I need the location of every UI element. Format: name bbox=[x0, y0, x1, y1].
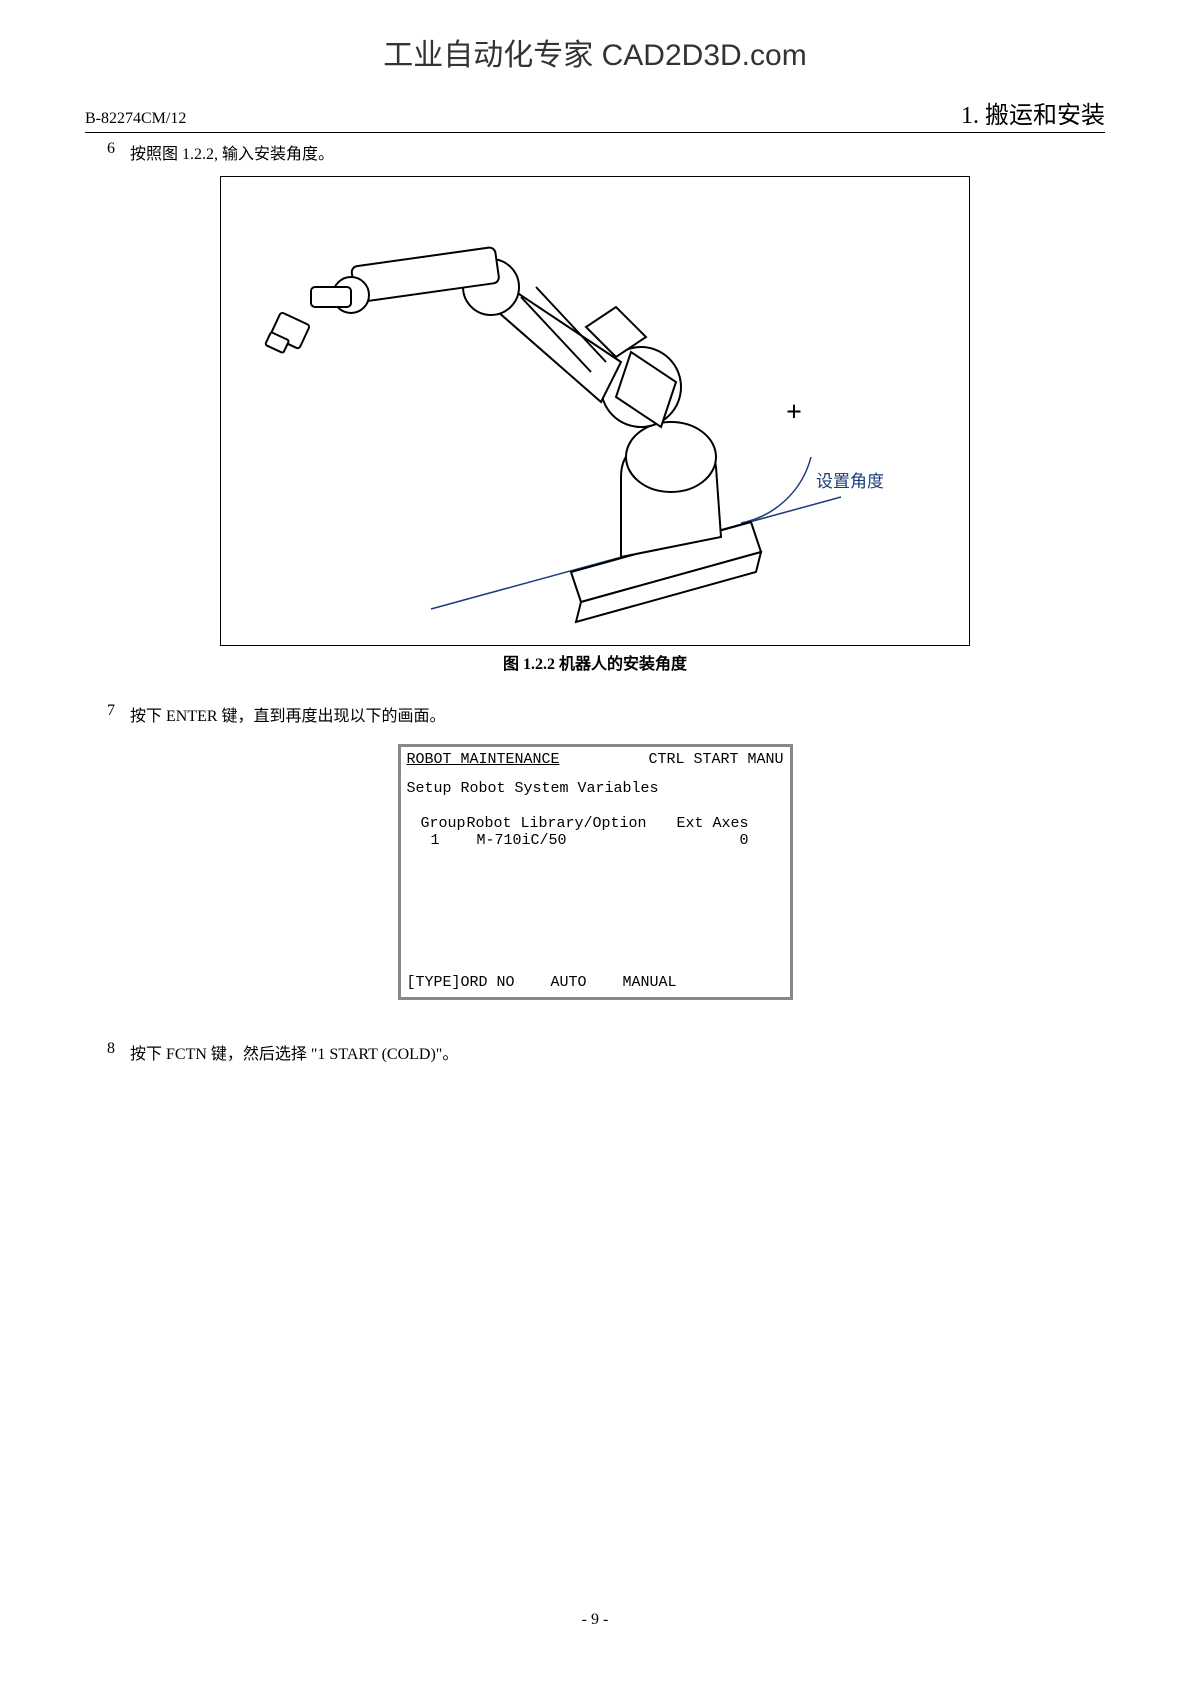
step-text: 按照图 1.2.2, 输入安装角度。 bbox=[130, 140, 1105, 164]
page-content: 6 按照图 1.2.2, 输入安装角度。 bbox=[85, 140, 1105, 1076]
step-8: 8 按下 FCTN 键，然后选择 "1 START (COLD)"。 bbox=[85, 1040, 1105, 1064]
terminal-body: Setup Robot System Variables Group Robot… bbox=[401, 770, 790, 970]
step-text: 按下 FCTN 键，然后选择 "1 START (COLD)"。 bbox=[130, 1040, 1105, 1064]
step-6: 6 按照图 1.2.2, 输入安装角度。 bbox=[85, 140, 1105, 164]
terminal-title-right: CTRL START MANU bbox=[648, 751, 783, 768]
terminal-screen: ROBOT MAINTENANCE CTRL START MANU Setup … bbox=[398, 744, 793, 1000]
step-text: 按下 ENTER 键，直到再度出现以下的画面。 bbox=[130, 702, 1105, 726]
footer-auto: AUTO bbox=[551, 974, 587, 991]
step-number: 7 bbox=[85, 702, 130, 726]
figure-robot-angle: + 设置角度 bbox=[220, 176, 970, 646]
td-ext-axes: 0 bbox=[677, 832, 767, 849]
th-ext-axes: Ext Axes bbox=[677, 815, 767, 832]
figure-caption: 图 1.2.2 机器人的安装角度 bbox=[85, 650, 1105, 674]
terminal-title-left: ROBOT MAINTENANCE bbox=[407, 751, 560, 768]
step-number: 8 bbox=[85, 1040, 130, 1064]
terminal-table-row: 1 M-710iC/50 0 bbox=[407, 832, 784, 849]
page-watermark: 工业自动化专家 CAD2D3D.com bbox=[0, 30, 1190, 74]
th-group: Group bbox=[407, 815, 467, 832]
page-number: - 9 - bbox=[0, 1611, 1190, 1629]
terminal-table-header: Group Robot Library/Option Ext Axes bbox=[407, 815, 784, 832]
terminal-subtitle: Setup Robot System Variables bbox=[407, 780, 784, 797]
section-title: 1. 搬运和安装 bbox=[961, 95, 1105, 130]
terminal-header: ROBOT MAINTENANCE CTRL START MANU bbox=[401, 747, 790, 770]
step-number: 6 bbox=[85, 140, 130, 164]
th-library: Robot Library/Option bbox=[467, 815, 677, 832]
page-header: B-82274CM/12 1. 搬运和安装 bbox=[85, 95, 1105, 133]
footer-type: [TYPE]ORD NO bbox=[407, 974, 515, 991]
angle-label: 设置角度 bbox=[816, 467, 884, 492]
step-7: 7 按下 ENTER 键，直到再度出现以下的画面。 bbox=[85, 702, 1105, 726]
robot-diagram-svg bbox=[221, 177, 971, 647]
plus-icon: + bbox=[786, 397, 802, 429]
doc-code: B-82274CM/12 bbox=[85, 110, 186, 128]
terminal-footer: [TYPE]ORD NO AUTO MANUAL bbox=[401, 970, 790, 997]
td-group: 1 bbox=[407, 832, 467, 849]
td-library: M-710iC/50 bbox=[467, 832, 677, 849]
footer-manual: MANUAL bbox=[623, 974, 677, 991]
